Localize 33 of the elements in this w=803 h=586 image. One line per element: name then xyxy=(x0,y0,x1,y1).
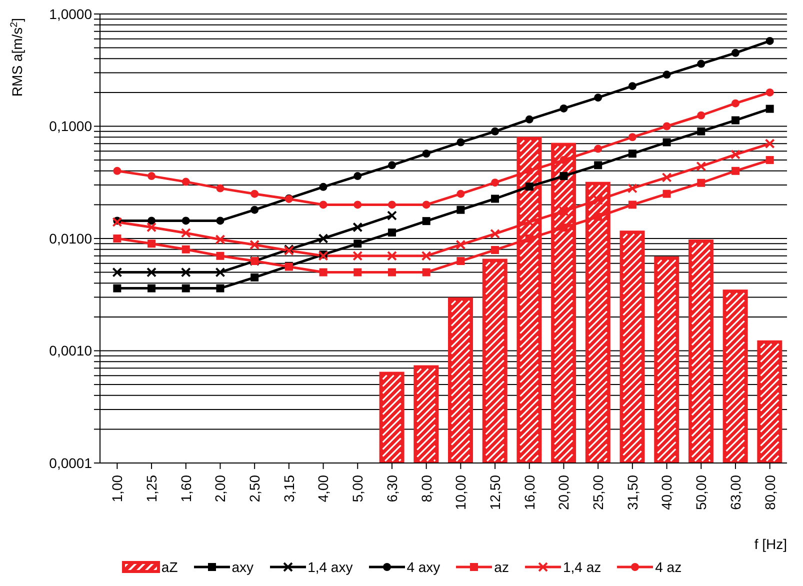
y-tick-label: 0,0001 xyxy=(49,454,92,471)
x-tick-label: 3,15 xyxy=(280,474,297,502)
x-tick-label: 6,30 xyxy=(384,474,400,502)
x-tick-label: 12,50 xyxy=(486,474,503,510)
x-tick-label: 5,00 xyxy=(350,474,366,502)
x-tick-label: 1,25 xyxy=(143,474,160,502)
y-tick-label: 0,0010 xyxy=(49,342,92,359)
x-tick-label: 2,00 xyxy=(212,474,228,502)
x-tick-label: 2,50 xyxy=(246,474,263,502)
x-tick-label: 1,60 xyxy=(178,474,194,502)
x-tick-label: 25,00 xyxy=(590,474,606,510)
x-tick-label: 1,00 xyxy=(109,474,126,502)
y-tick-label: 1,0000 xyxy=(49,6,92,22)
legend-label: 1,4 az xyxy=(562,559,602,575)
x-tick-label: 4,00 xyxy=(315,474,332,502)
x-tick-label: 16,00 xyxy=(521,474,538,510)
x-tick-label: 50,00 xyxy=(693,474,710,510)
x-tick-label: 20,00 xyxy=(556,474,572,510)
legend-label: 4 az xyxy=(655,559,682,575)
y-tick-label: 0,1000 xyxy=(49,118,92,134)
y-tick-label: 0,0100 xyxy=(49,230,92,246)
x-tick-label: 63,00 xyxy=(727,474,744,510)
legend-label: 4 axy xyxy=(406,559,440,575)
x-tick-label: 31,50 xyxy=(624,474,640,510)
legend-label: aZ xyxy=(161,559,178,575)
x-tick-label: 8,00 xyxy=(418,474,434,502)
x-tick-label: 40,00 xyxy=(658,474,675,510)
x-axis-title: f [Hz] xyxy=(754,536,787,552)
x-tick-label: 80,00 xyxy=(762,474,778,510)
legend-label: 1,4 axy xyxy=(308,559,353,575)
legend-label: axy xyxy=(232,559,254,575)
legend-label: az xyxy=(494,559,509,575)
x-tick-label: 10,00 xyxy=(452,474,469,510)
